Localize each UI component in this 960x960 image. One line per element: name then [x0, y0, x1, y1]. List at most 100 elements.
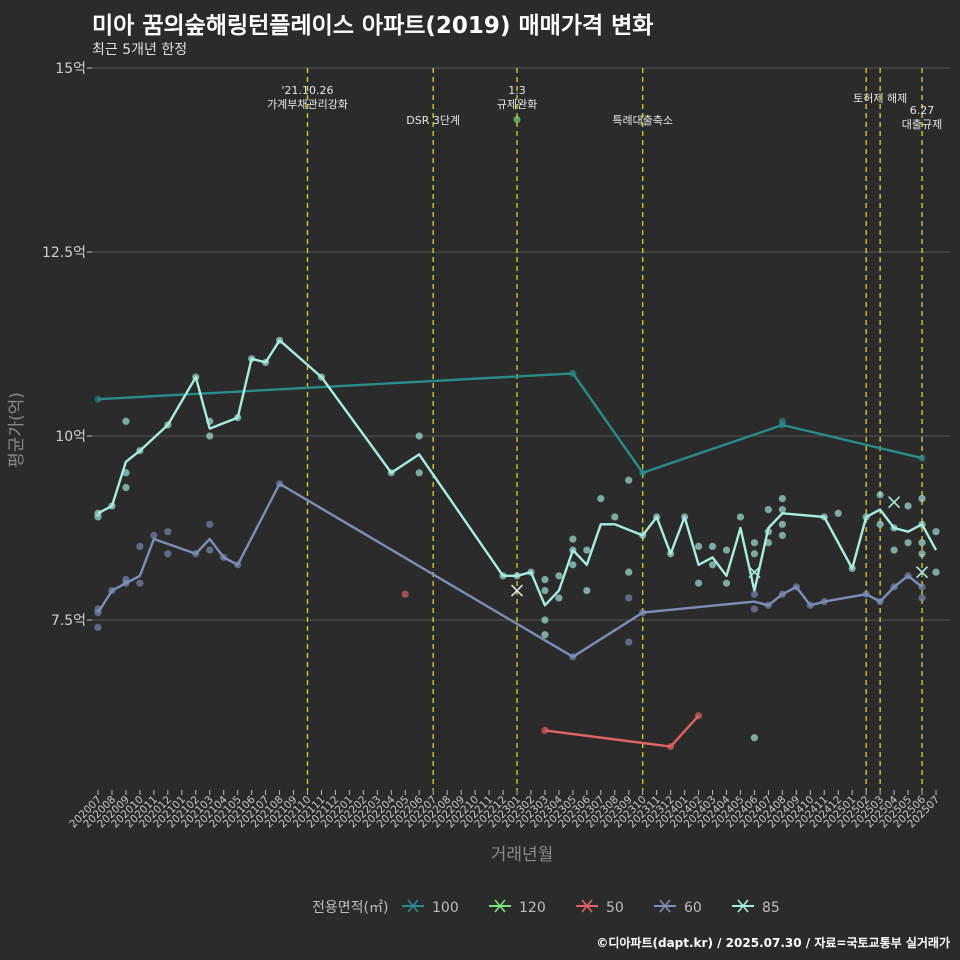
legend-item-100: 100	[402, 899, 459, 916]
data-point-85	[625, 568, 633, 576]
data-point-85	[541, 586, 549, 595]
cross-marker-120	[510, 584, 524, 597]
data-point-50	[694, 712, 703, 720]
data-point-60	[136, 542, 144, 551]
cross-marker-85	[748, 566, 761, 579]
data-point-85	[904, 502, 912, 510]
event-label: '21.10.26	[281, 84, 333, 97]
data-point-85	[653, 513, 661, 521]
data-point-85	[569, 561, 577, 569]
data-point-85	[541, 631, 549, 639]
data-point-60	[150, 531, 158, 539]
data-point-60	[778, 590, 786, 598]
legend: 전용면적(㎡) 100 120 50 60 85	[312, 899, 780, 916]
data-point-60	[206, 520, 214, 528]
data-point-85	[778, 494, 786, 503]
event-label: 가계부채관리강화	[267, 98, 348, 111]
data-point-85	[94, 513, 102, 521]
data-point-60	[108, 586, 116, 595]
data-point-60	[275, 480, 284, 488]
data-point-85	[415, 469, 423, 477]
data-point-85	[108, 502, 116, 510]
data-point-60	[164, 528, 172, 536]
y-tick-label: 12.5억	[42, 245, 86, 261]
series-line-85	[97, 339, 938, 607]
data-point-85	[834, 509, 842, 517]
data-point-100	[918, 454, 926, 462]
data-point-85	[555, 594, 563, 602]
data-point-60	[639, 609, 647, 617]
data-point-85	[820, 513, 828, 521]
grid-lines	[92, 67, 950, 621]
data-point-85	[708, 561, 717, 569]
legend-cross	[581, 899, 593, 913]
data-point-85	[932, 568, 940, 576]
cross-markers	[510, 496, 929, 597]
data-point-100	[778, 421, 786, 429]
data-point-60	[569, 653, 577, 661]
data-point-60	[122, 575, 130, 584]
data-point-85	[611, 513, 619, 521]
data-point-85	[164, 421, 172, 429]
data-point-60	[94, 605, 102, 613]
data-point-60	[764, 601, 773, 609]
data-point-85	[736, 513, 745, 521]
data-point-85	[555, 572, 563, 580]
data-point-85	[639, 531, 647, 539]
data-point-50	[541, 726, 549, 735]
data-point-85	[234, 414, 242, 422]
data-point-85	[918, 550, 926, 558]
data-point-85	[876, 520, 884, 528]
legend-label: 60	[684, 900, 702, 916]
legend-title: 전용면적(㎡)	[312, 900, 388, 916]
data-point-85	[625, 476, 633, 484]
data-point-60	[918, 594, 926, 602]
legend-item-60: 60	[654, 899, 702, 916]
event-label: 1.3	[508, 84, 526, 97]
data-point-60	[94, 623, 102, 631]
data-point-85	[569, 535, 577, 543]
data-point-85	[764, 528, 773, 536]
data-point-60	[206, 546, 214, 554]
data-point-60	[625, 638, 633, 646]
y-tick-label: 7.5억	[51, 613, 86, 629]
data-point-60	[220, 553, 228, 562]
legend-label: 50	[606, 900, 624, 916]
cross-stroke	[888, 496, 901, 509]
data-point-60	[792, 583, 800, 591]
data-point-85	[694, 542, 703, 551]
legend-cross	[659, 899, 671, 913]
data-point-85	[583, 546, 591, 554]
series-line-60	[96, 482, 923, 658]
legend-label: 100	[432, 900, 459, 916]
data-point-85	[122, 483, 130, 492]
y-axis-ticks: 7.5억 10억 12.5억 15억	[42, 61, 92, 629]
cross-stroke	[510, 584, 524, 597]
series-line-50	[544, 714, 700, 748]
data-point-85	[778, 506, 786, 514]
data-point-85	[248, 355, 256, 363]
chart-title: 미아 꿈의숲해링턴플레이스 아파트(2019) 매매가격 변화	[92, 13, 654, 39]
data-point-85	[513, 572, 521, 580]
data-point-85	[387, 469, 395, 477]
data-point-60	[876, 598, 884, 606]
data-point-60	[750, 605, 759, 613]
data-point-85	[317, 373, 326, 381]
data-point-85	[750, 539, 759, 547]
series-points	[94, 115, 940, 751]
data-point-85	[122, 469, 130, 477]
data-point-85	[527, 568, 535, 576]
data-point-85	[122, 417, 130, 425]
legend-cross	[407, 899, 419, 913]
data-point-60	[234, 561, 242, 569]
data-point-85	[918, 494, 926, 503]
data-point-85	[192, 373, 200, 381]
data-point-85	[541, 616, 549, 624]
data-point-85	[597, 494, 605, 503]
data-point-60	[862, 590, 870, 598]
data-point-85	[722, 546, 731, 554]
chart-subtitle: 최근 5개년 한정	[92, 42, 188, 58]
data-point-85	[848, 564, 856, 573]
data-point-50	[401, 590, 409, 598]
data-point-85	[667, 550, 675, 558]
